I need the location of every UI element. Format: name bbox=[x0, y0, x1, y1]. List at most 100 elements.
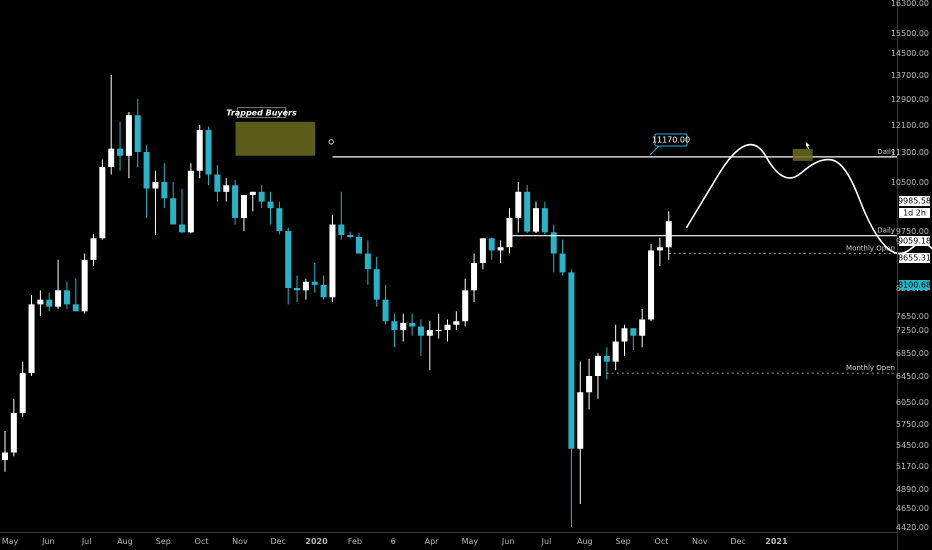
candle-body bbox=[356, 237, 362, 254]
time-tick-label: Aug bbox=[117, 537, 133, 546]
price-tag-box bbox=[899, 280, 930, 290]
price-tick-label: 6450.00 bbox=[896, 372, 929, 381]
price-tick-label: 12100.00 bbox=[891, 121, 929, 130]
price-tick-label: 6850.00 bbox=[896, 349, 929, 358]
candle bbox=[435, 313, 442, 339]
candle-body bbox=[373, 269, 380, 300]
candle-body bbox=[63, 290, 70, 305]
candle-body bbox=[665, 221, 672, 248]
candle bbox=[249, 191, 256, 212]
eye-icon bbox=[328, 139, 334, 145]
candle-body bbox=[19, 373, 26, 413]
candle-body bbox=[594, 355, 601, 376]
candle-body bbox=[2, 452, 8, 460]
price-tick-label: 4420.00 bbox=[896, 523, 929, 532]
time-tick-label: Nov bbox=[692, 537, 708, 546]
candle-body bbox=[568, 272, 575, 449]
candle-body bbox=[152, 182, 159, 189]
candle-body bbox=[621, 328, 628, 342]
candle bbox=[134, 99, 141, 167]
candle bbox=[497, 240, 504, 263]
candle bbox=[28, 295, 35, 376]
time-tick-label: 2020 bbox=[305, 537, 328, 546]
time-axis[interactable]: May Jun Jul Aug Sep Oct Nov Dec 2020 Feb 6 Apr May Ju… bbox=[2, 537, 788, 546]
candle bbox=[240, 195, 247, 231]
time-tick-label: 2021 bbox=[765, 537, 788, 546]
candle bbox=[524, 185, 531, 233]
projection-path bbox=[685, 143, 932, 255]
price-tick-label: 15500.00 bbox=[891, 29, 929, 38]
price-tick-label: 4650.00 bbox=[896, 504, 929, 513]
candle bbox=[152, 170, 159, 235]
candle-body bbox=[656, 247, 663, 251]
candle bbox=[302, 278, 309, 300]
candle bbox=[400, 313, 407, 342]
trapped-buyers-label: Trapped Buyers bbox=[226, 108, 297, 117]
candle bbox=[81, 253, 88, 314]
time-tick-label: Sep bbox=[616, 537, 631, 546]
candle-body bbox=[347, 235, 354, 237]
candle-body bbox=[37, 299, 44, 305]
target-callout-label: 11170.00 bbox=[652, 136, 690, 145]
candle bbox=[568, 269, 575, 527]
candle-body bbox=[267, 201, 274, 209]
candle bbox=[320, 275, 327, 300]
candle bbox=[479, 238, 486, 270]
candle-body bbox=[586, 376, 593, 393]
price-tag-label: 9059.18 bbox=[898, 237, 931, 246]
candle bbox=[72, 278, 79, 312]
level-label: Monthly Open bbox=[846, 245, 895, 253]
candle-body bbox=[479, 238, 486, 263]
time-tick-label: Jun bbox=[501, 537, 515, 546]
candle-body bbox=[179, 224, 185, 233]
candle bbox=[311, 262, 318, 293]
candle bbox=[329, 214, 336, 302]
candle bbox=[577, 361, 584, 505]
candle-body bbox=[426, 330, 433, 336]
price-tick-label: 12900.00 bbox=[891, 95, 929, 104]
price-tick-label: 6050.00 bbox=[896, 398, 929, 407]
candle-body bbox=[400, 323, 407, 330]
time-tick-label: Jun bbox=[41, 537, 55, 546]
candle bbox=[232, 180, 239, 225]
candle-body bbox=[99, 167, 106, 239]
annotation-layer: Trapped Buyers 11170.00 bbox=[226, 107, 813, 161]
candle bbox=[90, 234, 97, 267]
candle bbox=[533, 201, 539, 233]
candle-body bbox=[125, 115, 132, 156]
candle bbox=[187, 163, 194, 233]
candle-body bbox=[320, 284, 327, 298]
price-tick-label: 7250.00 bbox=[896, 326, 929, 335]
candle bbox=[550, 224, 557, 273]
candle-body bbox=[630, 328, 637, 336]
candle-body bbox=[471, 262, 478, 291]
candle-body bbox=[187, 170, 194, 233]
trapped-buyers-box bbox=[235, 121, 316, 156]
candle bbox=[347, 231, 354, 239]
candle-body bbox=[294, 288, 301, 291]
candle-body bbox=[108, 148, 115, 167]
target-highlight-box bbox=[792, 148, 813, 161]
price-tick-label: 7650.00 bbox=[896, 312, 929, 321]
candle-body bbox=[302, 281, 309, 291]
candle bbox=[125, 112, 132, 179]
candle-body bbox=[90, 238, 97, 260]
candle-body bbox=[497, 247, 504, 251]
price-tag: 8100.68 bbox=[898, 280, 931, 290]
candle-body bbox=[559, 253, 566, 273]
candle bbox=[506, 208, 513, 254]
candle-body bbox=[338, 224, 345, 235]
candle-body bbox=[612, 341, 619, 362]
price-tag: 8655.31 bbox=[898, 253, 931, 263]
candle-body bbox=[506, 217, 513, 248]
price-axis[interactable]: 16300.00 15500.00 14500.00 13700.00 12900.00… bbox=[891, 0, 929, 532]
candle bbox=[621, 324, 628, 356]
time-tick-label: May bbox=[462, 537, 479, 546]
candle-body bbox=[214, 174, 221, 192]
candle-body bbox=[240, 195, 247, 218]
candle bbox=[586, 358, 593, 410]
candle-body bbox=[603, 355, 610, 362]
price-tag-label: 8655.31 bbox=[898, 254, 931, 263]
candle bbox=[373, 256, 380, 307]
